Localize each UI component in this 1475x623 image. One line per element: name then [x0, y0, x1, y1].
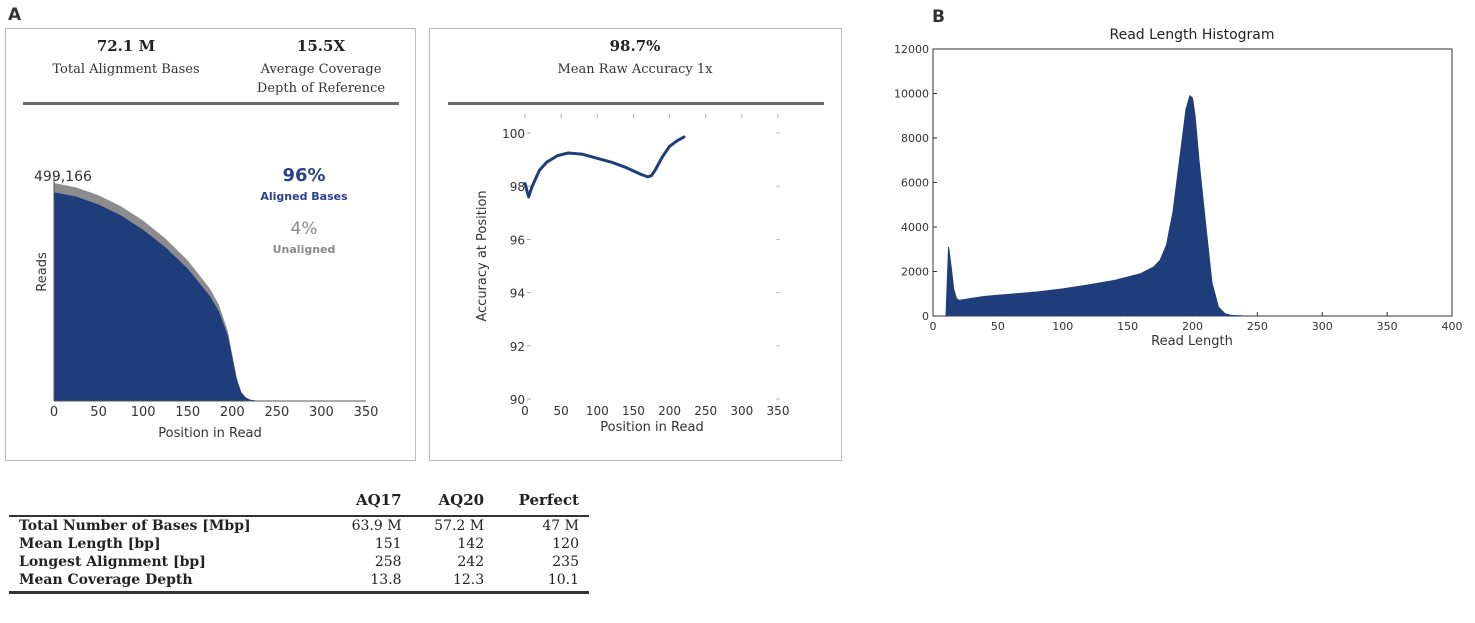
table-cell: 63.9 M: [351, 518, 402, 534]
table-cell: 258: [374, 554, 402, 570]
histogram-bars: [945, 94, 1245, 317]
x-tick-label: 300: [309, 405, 334, 420]
histogram-title: Read Length Histogram: [1110, 27, 1275, 43]
panel-label-a: A: [8, 5, 22, 25]
coverage-label-line1: Average Coverage: [260, 62, 382, 77]
y-tick-label: 100: [502, 127, 525, 141]
total-bases-label: Total Alignment Bases: [52, 62, 200, 77]
x-tick-label: 350: [767, 404, 790, 418]
accuracy-label: Mean Raw Accuracy 1x: [557, 62, 713, 77]
table-cell: 57.2 M: [434, 518, 485, 534]
x-tick-label: 150: [175, 405, 200, 420]
table-row: Mean Coverage Depth 13.8 12.3 10.1: [9, 571, 589, 594]
table-row-label: Longest Alignment [bp]: [19, 554, 206, 570]
unaligned-label: Unaligned: [273, 243, 336, 256]
accuracy-divider: [448, 102, 824, 105]
table-cell: 142: [457, 536, 485, 552]
y-tick-label: 6000: [901, 177, 929, 190]
series-area-aligned: [54, 192, 366, 401]
y-tick-label: 2000: [901, 266, 929, 279]
aligned-pct: 96%: [282, 165, 325, 186]
y-tick-label: 92: [510, 340, 525, 354]
table-header-row: AQ17 AQ20 Perfect: [9, 489, 589, 516]
accuracy-line: [523, 135, 686, 199]
coverage-label-line2: Depth of Reference: [256, 81, 386, 96]
x-tick-label: 250: [1247, 320, 1268, 333]
y-tick-label: 98: [510, 180, 525, 194]
table-header-cell: [9, 489, 329, 516]
table-header-cell: Perfect: [518, 491, 579, 509]
alignment-stats-table: AQ17 AQ20 Perfect Total Number of Bases …: [9, 489, 589, 594]
x-tick-label: 150: [1117, 320, 1138, 333]
y-tick-label: 94: [510, 287, 525, 301]
table-cell: 12.3: [411, 571, 495, 594]
y-tick-label: 90: [510, 393, 525, 407]
read-length-histogram: 0 2000 4000 6000 8000 10000 12000 0 50 100 150 200 2…: [894, 27, 1463, 349]
x-tick-label: 150: [622, 404, 645, 418]
accuracy-value: 98.7%: [609, 37, 661, 55]
y-tick-label: 8000: [901, 132, 929, 145]
aligned-label: Aligned Bases: [260, 190, 348, 203]
accuracy-chart: 90 92 94 96 98 100 0 50 100 150 200 250 300 350 Accur…: [475, 114, 790, 435]
table-row: Total Number of Bases [Mbp] 63.9 M 57.2 …: [9, 516, 589, 535]
x-tick-label: 200: [658, 404, 681, 418]
y-tick-label: 4000: [901, 221, 929, 234]
reads-chart: 0 50 100 150 200 250 300 350 499,166 96% Aligne…: [34, 165, 379, 441]
y-tick-label: 96: [510, 233, 525, 247]
coverage-value: 15.5X: [296, 37, 346, 55]
y-tick-label: 12000: [894, 43, 929, 56]
accuracy-x-label: Position in Read: [600, 420, 703, 435]
reads-y-label: Reads: [35, 252, 50, 292]
table-cell: 235: [552, 554, 579, 570]
table-cell: 13.8: [329, 571, 412, 594]
table-row-label: Total Number of Bases [Mbp]: [19, 518, 251, 534]
reads-peak-label: 499,166: [34, 169, 92, 185]
table-header-cell: AQ17: [355, 491, 402, 509]
x-tick-label: 350: [1377, 320, 1398, 333]
x-tick-label: 250: [264, 405, 289, 420]
x-tick-label: 0: [50, 405, 58, 420]
x-tick-label: 50: [991, 320, 1005, 333]
x-tick-label: 300: [730, 404, 753, 418]
reads-divider: [23, 102, 399, 105]
y-tick-label: 10000: [894, 88, 929, 101]
table-row-label: Mean Coverage Depth: [9, 571, 329, 594]
y-tick-label: 0: [922, 310, 929, 323]
table-cell: 10.1: [494, 571, 589, 594]
x-tick-label: 250: [694, 404, 717, 418]
x-tick-label: 50: [90, 405, 107, 420]
x-tick-label: 200: [1182, 320, 1203, 333]
accuracy-card: 98.7% Mean Raw Accuracy 1x: [429, 28, 842, 461]
x-tick-label: 100: [131, 405, 156, 420]
table-cell: 47 M: [542, 518, 579, 534]
table-row: Longest Alignment [bp] 258 242 235: [9, 553, 589, 571]
x-tick-label: 50: [554, 404, 569, 418]
table-row: Mean Length [bp] 151 142 120: [9, 535, 589, 553]
x-tick-label: 100: [1052, 320, 1073, 333]
x-tick-label: 350: [354, 405, 379, 420]
accuracy-y-label: Accuracy at Position: [475, 190, 490, 321]
reads-x-label: Position in Read: [158, 426, 261, 441]
x-tick-label: 100: [586, 404, 609, 418]
x-tick-label: 400: [1442, 320, 1463, 333]
x-tick-label: 300: [1312, 320, 1333, 333]
x-tick-label: 0: [930, 320, 937, 333]
total-bases-value: 72.1 M: [96, 37, 156, 55]
panel-label-b: B: [932, 7, 945, 27]
x-tick-label: 0: [521, 404, 529, 418]
table-cell: 120: [552, 536, 579, 552]
histogram-x-label: Read Length: [1151, 334, 1233, 349]
unaligned-pct: 4%: [291, 219, 318, 239]
x-tick-label: 200: [220, 405, 245, 420]
table-header-cell: AQ20: [438, 491, 485, 509]
table-cell: 151: [374, 536, 402, 552]
table-cell: 242: [457, 554, 485, 570]
table-row-label: Mean Length [bp]: [19, 536, 161, 552]
